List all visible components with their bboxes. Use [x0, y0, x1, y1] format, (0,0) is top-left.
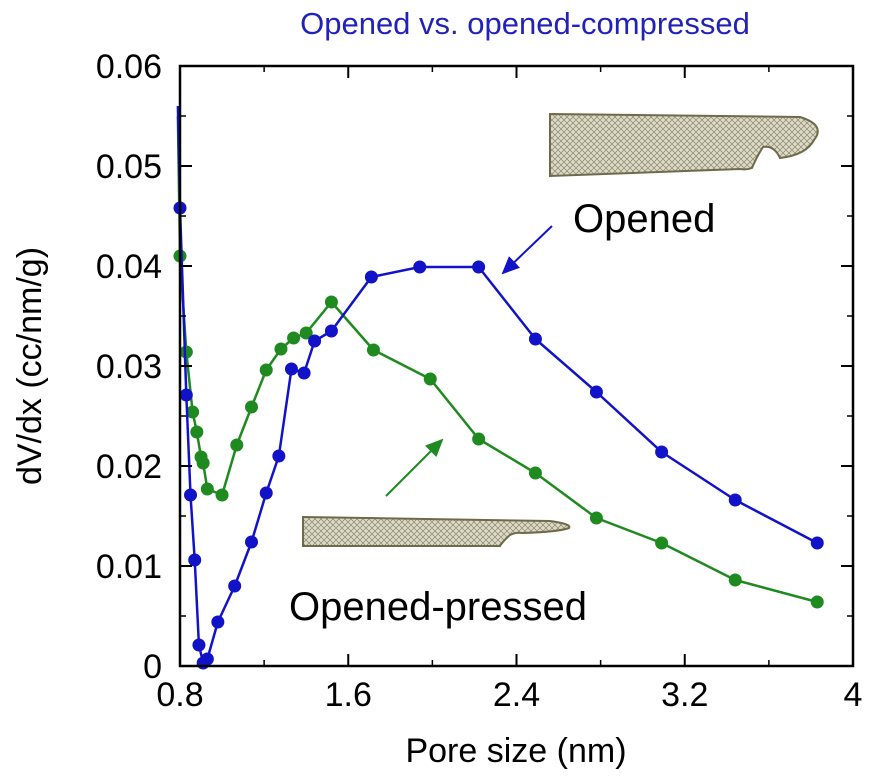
- series-opened-pressed-point: [230, 438, 244, 452]
- series-opened-pressed-point: [179, 345, 193, 359]
- series-opened-point: [528, 332, 542, 346]
- y-axis-label: dV/dx (cc/nm/g): [11, 247, 49, 485]
- series-opened-pressed-point: [186, 405, 200, 419]
- series-opened-pressed-point: [299, 326, 313, 340]
- series-opened-point: [589, 385, 603, 399]
- y-tick-label: 0.04: [96, 248, 162, 286]
- series-opened-point: [192, 638, 206, 652]
- annotation-opened-pressed: Opened-pressed: [289, 585, 587, 629]
- series-opened-point: [472, 260, 486, 274]
- series-opened-point: [364, 270, 378, 284]
- x-tick-label: 1.6: [325, 676, 372, 714]
- series-opened-point: [259, 486, 273, 500]
- series-opened-point: [413, 260, 427, 274]
- y-tick-label: 0.05: [96, 148, 162, 186]
- series-opened-point: [655, 445, 669, 459]
- series-opened-point: [188, 553, 202, 567]
- y-tick-label: 0.01: [96, 548, 162, 586]
- x-axis: 0.8 1.6 2.4 3.2 4: [156, 66, 862, 714]
- series-opened-point: [308, 334, 322, 348]
- series-opened-pressed-point: [196, 456, 210, 470]
- series-opened-pressed-point: [810, 595, 824, 609]
- x-tick-label: 4: [844, 676, 863, 714]
- series-opened-pressed-point: [366, 343, 380, 357]
- series-opened-pressed-point: [287, 331, 301, 345]
- y-tick-label: 0: [143, 648, 162, 686]
- series-opened-pressed-point: [259, 363, 273, 377]
- series-opened-point: [272, 449, 286, 463]
- opened-pressed-arrow: [385, 438, 444, 497]
- series-layer: [173, 105, 824, 670]
- series-opened-pressed-point: [324, 295, 338, 309]
- series-opened-point: [228, 579, 242, 593]
- y-axis: 0 0.01 0.02 0.03 0.04 0.05 0.06: [96, 48, 853, 686]
- series-opened-pressed-point: [472, 432, 486, 446]
- x-tick-label: 3.2: [661, 676, 708, 714]
- y-tick-label: 0.02: [96, 448, 162, 486]
- series-opened-point: [184, 488, 198, 502]
- series-opened-point: [284, 362, 298, 376]
- chart-title: Opened vs. opened-compressed: [300, 6, 750, 41]
- series-opened-pressed-point: [528, 466, 542, 480]
- x-tick-label: 2.4: [493, 676, 540, 714]
- y-tick-label: 0.06: [96, 48, 162, 86]
- series-opened-pressed-point: [589, 511, 603, 525]
- series-opened-line: [176, 105, 818, 665]
- series-opened-point: [211, 615, 225, 629]
- series-opened-point: [179, 388, 193, 402]
- series-opened-pressed-point: [728, 573, 742, 587]
- series-opened-point: [324, 324, 338, 338]
- opened-pressed-sheet-picture: [302, 515, 571, 547]
- series-opened-pressed-point: [215, 488, 229, 502]
- series-opened-pressed-point: [274, 342, 288, 356]
- opened-sheet-picture: [549, 112, 819, 178]
- x-tick-label: 0.8: [156, 676, 203, 714]
- series-opened-pressed-point: [423, 372, 437, 386]
- series-opened-point: [810, 536, 824, 550]
- series-opened-pressed-point: [190, 425, 204, 439]
- series-opened-pressed-point: [655, 536, 669, 550]
- series-opened-point: [200, 652, 214, 666]
- series-opened-pressed-point: [245, 400, 259, 414]
- series-opened-point: [297, 366, 311, 380]
- y-tick-label: 0.03: [96, 348, 162, 386]
- series-opened-point: [728, 493, 742, 507]
- x-axis-label: Pore size (nm): [405, 732, 626, 770]
- series-opened-pressed-point: [200, 482, 214, 496]
- annotation-opened: Opened: [573, 197, 715, 241]
- series-opened-point: [245, 535, 259, 549]
- opened-arrow: [501, 225, 553, 275]
